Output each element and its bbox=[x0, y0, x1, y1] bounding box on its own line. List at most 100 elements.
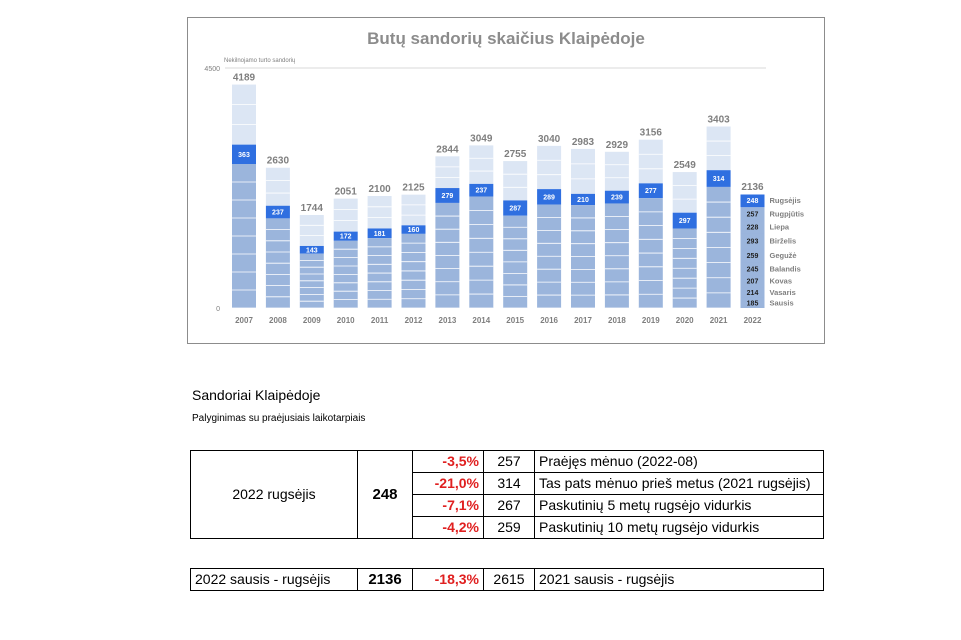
bar-september-label: 279 bbox=[442, 193, 454, 200]
x-tick-label: 2012 bbox=[405, 316, 423, 325]
x-tick-label: 2013 bbox=[439, 316, 457, 325]
x-tick-label: 2021 bbox=[710, 316, 728, 325]
bar-september-label: 277 bbox=[645, 188, 657, 195]
comparison-table: 2022 rugsėjis 248 -3,5% 257 Praėjęs mėnu… bbox=[190, 450, 824, 539]
bar-upper-segment bbox=[401, 194, 426, 226]
y-tick-min: 0 bbox=[216, 306, 220, 313]
bar-upper-segment bbox=[604, 151, 629, 191]
bar-september-segment bbox=[503, 200, 528, 216]
bars-group: 4189 363 2007 2630 237 2008 1744 143 2009 2051 172… bbox=[232, 73, 804, 325]
desc-cell: Praėjęs mėnuo (2022-08) bbox=[534, 450, 824, 473]
month-name-label: Sausis bbox=[770, 299, 794, 308]
month-value-label: 207 bbox=[747, 279, 759, 286]
month-value-label: 293 bbox=[747, 238, 759, 245]
month-segment bbox=[740, 221, 765, 233]
period-cell: 2022 rugsėjis bbox=[190, 450, 358, 539]
bar-september-label: 239 bbox=[611, 195, 623, 202]
bar-upper-segment bbox=[571, 148, 595, 194]
bar-september-segment bbox=[367, 228, 392, 239]
ref-cell: 267 bbox=[483, 494, 535, 517]
bar-upper-segment bbox=[503, 161, 528, 201]
bar-upper-segment bbox=[333, 198, 358, 232]
month-segment bbox=[740, 287, 765, 298]
month-name-label: Kovas bbox=[770, 277, 793, 286]
bar-september-label: 363 bbox=[238, 152, 250, 159]
bar-upper-segment bbox=[435, 156, 460, 189]
bar-september-label: 160 bbox=[408, 227, 420, 234]
x-tick-label: 2020 bbox=[676, 316, 694, 325]
bar-upper-segment bbox=[638, 139, 663, 184]
bar-total-label: 2755 bbox=[504, 149, 527, 160]
ref-cell: 259 bbox=[483, 516, 535, 539]
bar-september-label: 172 bbox=[340, 234, 352, 241]
desc-cell: Paskutinių 10 metų rugsėjo vidurkis bbox=[534, 516, 824, 539]
bar-total-label: 4189 bbox=[233, 73, 256, 84]
table-row: 2022 sausis - rugsėjis 2136 -18,3% 2615 … bbox=[190, 568, 824, 591]
ref-cell: 2615 bbox=[483, 568, 535, 591]
bar-september-label: 297 bbox=[679, 218, 691, 225]
bar-september-segment bbox=[265, 205, 290, 219]
bar-total-label: 1744 bbox=[301, 203, 324, 214]
ref-cell: 314 bbox=[483, 472, 535, 495]
x-tick-label: 2015 bbox=[506, 316, 524, 325]
ref-cell: 257 bbox=[483, 450, 535, 473]
bar-upper-segment bbox=[232, 84, 256, 145]
bar-total-label: 2136 bbox=[741, 182, 764, 193]
x-tick-label: 2017 bbox=[574, 316, 592, 325]
month-name-label: Gegužė bbox=[770, 251, 797, 260]
month-segment bbox=[740, 298, 765, 308]
month-segment bbox=[740, 194, 765, 207]
bar-september-label: 237 bbox=[272, 210, 284, 217]
month-segment bbox=[740, 249, 765, 263]
bar-september-label: 210 bbox=[577, 197, 589, 204]
bar-upper-segment bbox=[672, 172, 697, 213]
bar-september-label: 287 bbox=[509, 206, 521, 213]
change-cell: -18,3% bbox=[412, 568, 484, 591]
bar-total-label: 3040 bbox=[538, 134, 561, 145]
change-cell: -4,2% bbox=[412, 516, 484, 539]
x-tick-label: 2014 bbox=[472, 316, 490, 325]
y-axis-label: Nekilnojamo turto sandorių bbox=[224, 58, 296, 64]
bar-september-label: 181 bbox=[374, 231, 386, 238]
desc-cell: Paskutinių 5 metų rugsėjo vidurkis bbox=[534, 494, 824, 517]
table-row: -21,0% 314 Tas pats mėnuo prieš metus (2… bbox=[191, 472, 824, 495]
desc-cell: 2021 sausis - rugsėjis bbox=[534, 568, 824, 591]
ytd-table: 2022 sausis - rugsėjis 2136 -18,3% 2615 … bbox=[190, 568, 824, 591]
month-value-label: 259 bbox=[747, 253, 759, 260]
month-segment bbox=[740, 276, 765, 287]
bar-september-segment bbox=[604, 190, 629, 204]
bar-september-segment bbox=[672, 212, 697, 229]
x-tick-label: 2010 bbox=[337, 316, 355, 325]
month-segment bbox=[740, 263, 765, 276]
bar-upper-segment bbox=[265, 167, 290, 206]
bar-total-label: 2549 bbox=[674, 160, 697, 171]
month-value-label: 245 bbox=[747, 267, 759, 274]
bar-september-label: 143 bbox=[306, 247, 318, 254]
x-tick-label: 2011 bbox=[371, 316, 389, 325]
bar-september-segment bbox=[299, 245, 324, 254]
bar-september-label: 237 bbox=[475, 188, 487, 195]
bar-total-label: 2844 bbox=[436, 144, 459, 155]
chart-title: Butų sandorių skaičius Klaipėdoje bbox=[367, 29, 645, 48]
section-subtitle: Palyginimas su praėjusiais laikotarpiais bbox=[192, 413, 366, 424]
bar-upper-segment bbox=[367, 196, 392, 229]
month-segment bbox=[740, 233, 765, 249]
bar-september-segment bbox=[706, 170, 731, 187]
month-name-label: Liepa bbox=[770, 223, 790, 232]
bar-september-segment bbox=[638, 183, 663, 199]
bar-total-label: 2100 bbox=[368, 184, 391, 195]
bar-september-segment bbox=[469, 183, 494, 197]
table-row: 2022 rugsėjis 248 -3,5% 257 Praėjęs mėnu… bbox=[190, 450, 824, 539]
bar-september-segment bbox=[333, 231, 358, 241]
month-value-label: 257 bbox=[747, 212, 759, 219]
month-value-label: 228 bbox=[747, 225, 759, 232]
month-name-label: Rugpjūtis bbox=[770, 210, 805, 219]
period-cell: 2022 sausis - rugsėjis bbox=[190, 568, 358, 591]
desc-cell: Tas pats mėnuo prieš metus (2021 rugsėji… bbox=[534, 472, 824, 495]
month-name-label: Birželis bbox=[770, 236, 797, 245]
bar-total-label: 2051 bbox=[335, 187, 358, 198]
bar-september-segment bbox=[435, 188, 460, 203]
table-row: -4,2% 259 Paskutinių 10 metų rugsėjo vid… bbox=[191, 516, 824, 539]
bar-total-label: 2125 bbox=[402, 183, 425, 194]
bar-september-label: 314 bbox=[713, 176, 725, 183]
